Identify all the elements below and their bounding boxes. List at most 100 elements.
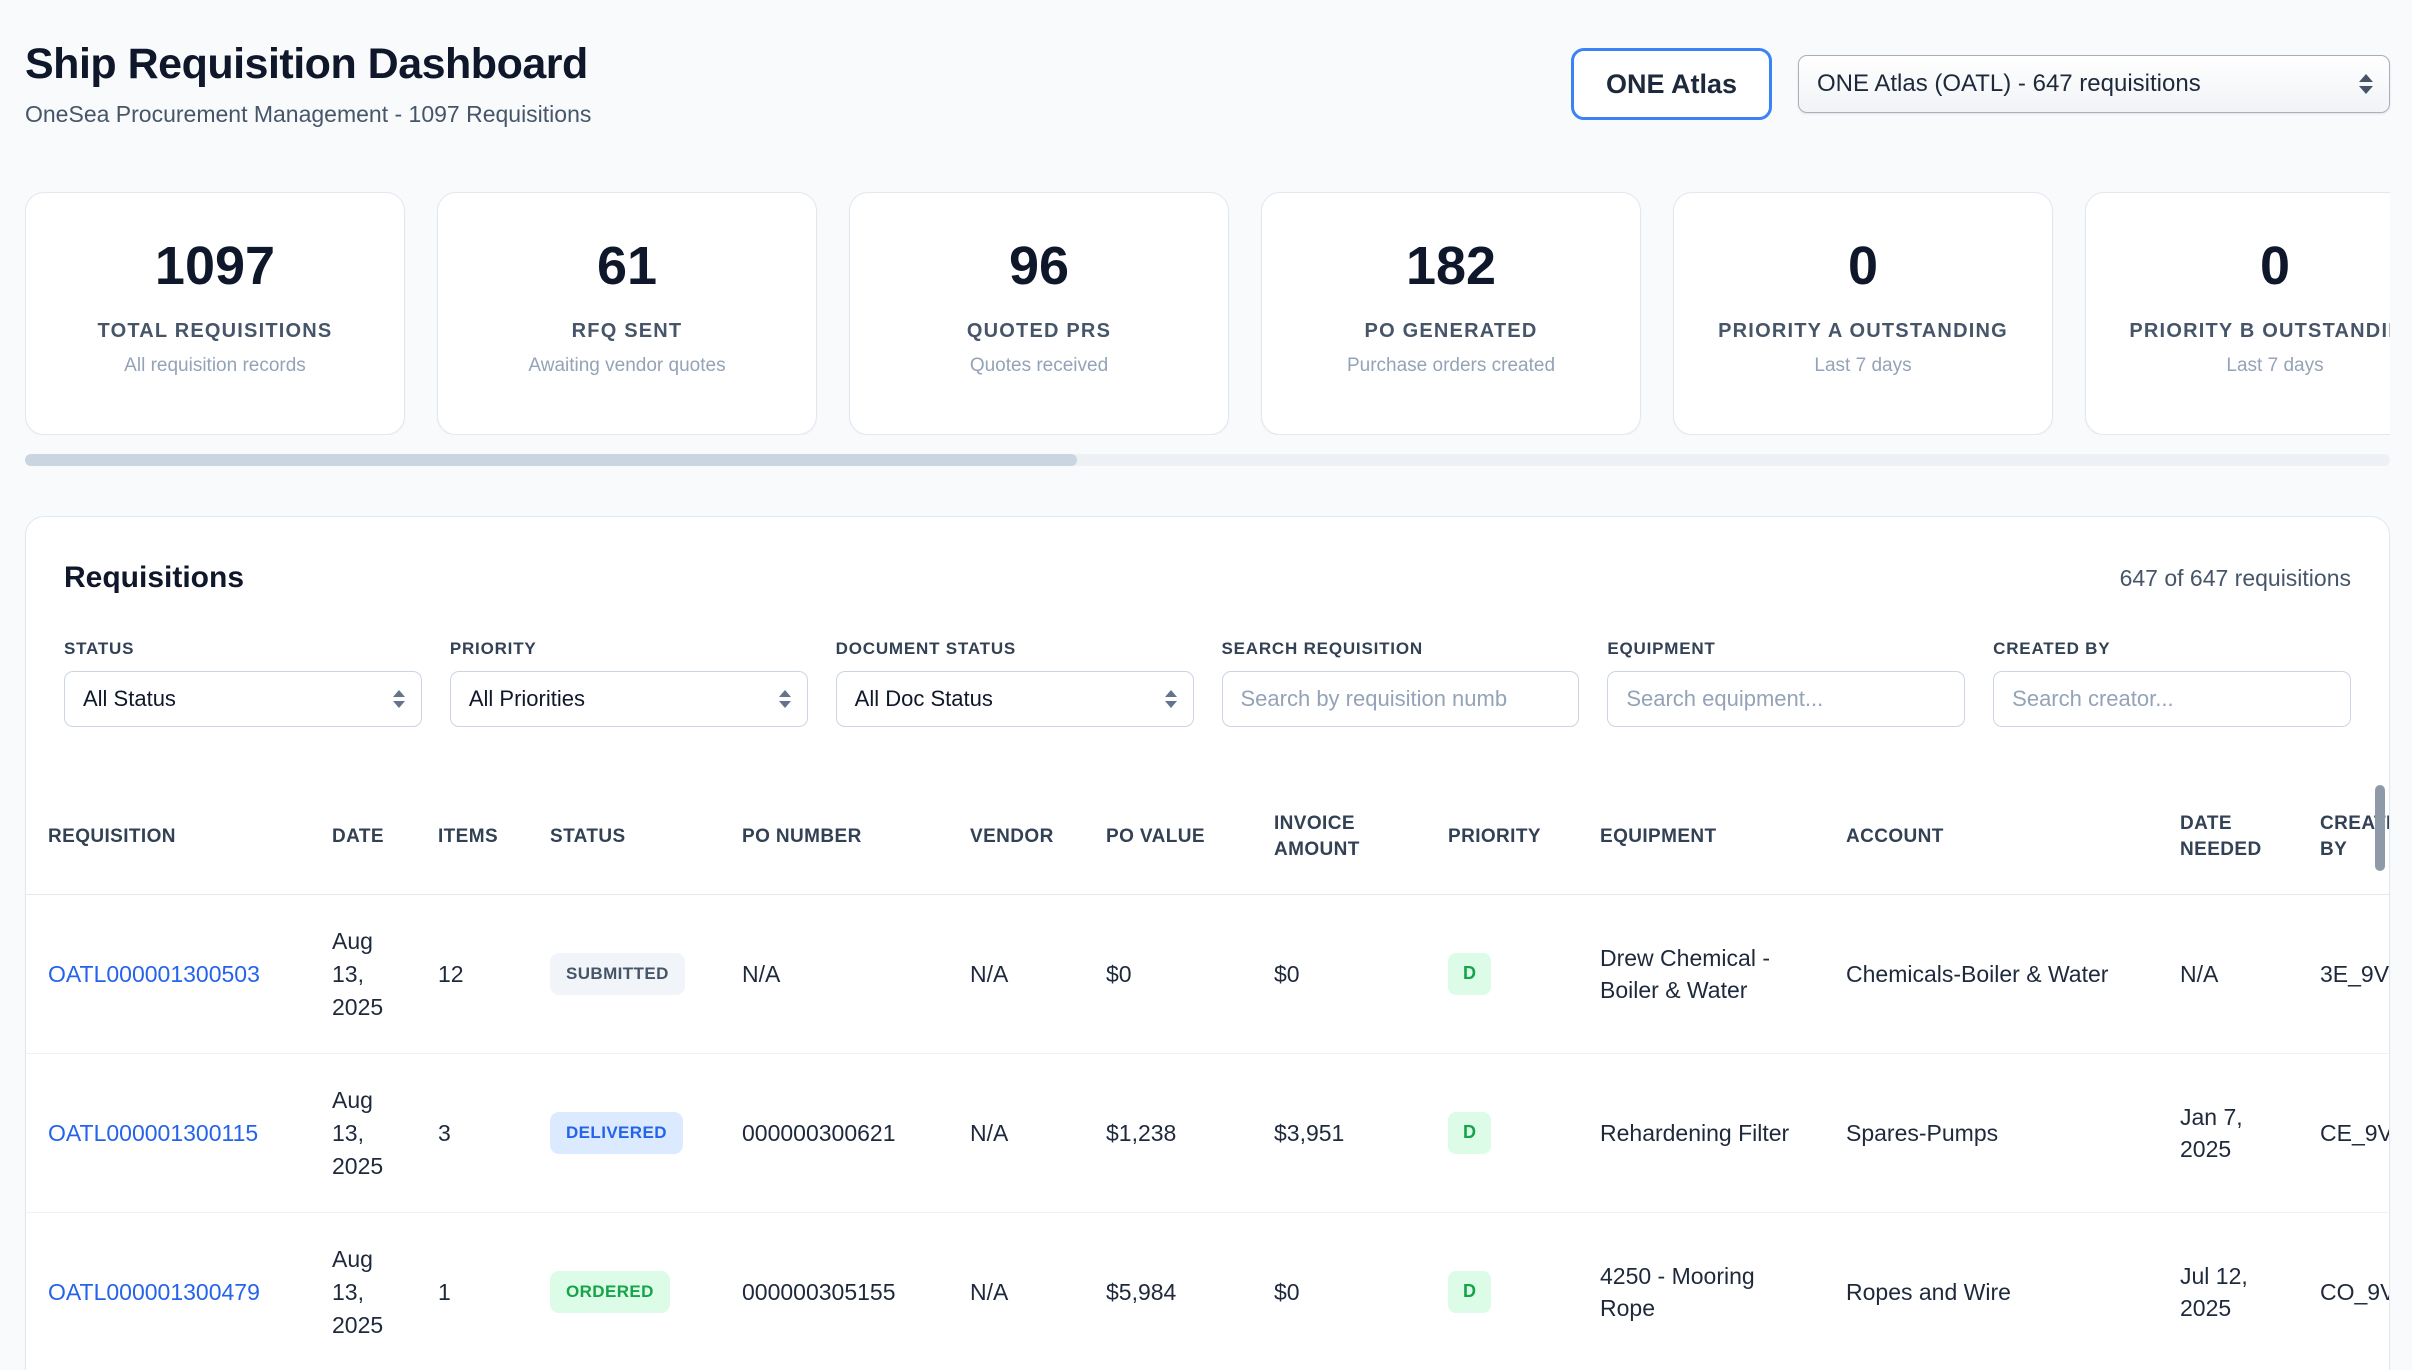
requisitions-title: Requisitions	[64, 561, 245, 594]
cell-priority: D	[1426, 1212, 1578, 1370]
cell-vendor: N/A	[948, 894, 1084, 1055]
doc-status-select[interactable]: All Doc Status	[835, 671, 1194, 727]
stat-value: 0	[2259, 236, 2291, 296]
stat-label: PRIORITY A OUTSTANDING	[1718, 320, 2008, 343]
requisitions-panel-header: Requisitions 647 of 647 requisitions	[26, 561, 2389, 595]
status-badge: DELIVERED	[550, 1112, 683, 1155]
filter-status: STATUS All Status	[64, 639, 422, 727]
cell-po-number: 000000305155	[720, 1212, 948, 1370]
priority-select[interactable]: All Priorities	[449, 671, 808, 727]
cell-date-needed: Jan 7, 2025	[2158, 1053, 2298, 1214]
cell-account: Ropes and Wire	[1824, 1212, 2158, 1370]
stat-card-quoted-prs: 96 QUOTED PRS Quotes received	[849, 192, 1229, 435]
requisition-link[interactable]: OATL000001300479	[48, 1278, 260, 1305]
column-header-priority: PRIORITY	[1426, 779, 1578, 896]
table-row: OATL000001300479 Aug 13, 2025 1 ORDERED …	[26, 1212, 2389, 1370]
stat-value: 1097	[154, 236, 276, 296]
cell-equipment: Drew Chemical - Boiler & Water	[1578, 894, 1824, 1055]
column-header-requisition: REQUISITION	[26, 779, 310, 896]
table-header-row: REQUISITION DATE ITEMS STATUS PO NUMBER …	[26, 779, 2389, 896]
stats-scrollbar-thumb[interactable]	[25, 454, 1077, 466]
chevron-up-down-icon	[392, 690, 405, 708]
column-header-invoice-amount: INVOICE AMOUNT	[1252, 779, 1426, 896]
priority-badge: D	[1448, 1271, 1491, 1313]
cell-date-needed: N/A	[2158, 894, 2298, 1055]
stat-description: Quotes received	[969, 355, 1109, 377]
table-vertical-scrollbar-thumb[interactable]	[2375, 785, 2385, 871]
stat-card-po-generated: 182 PO GENERATED Purchase orders created	[1261, 192, 1641, 435]
cell-requisition: OATL000001300503	[26, 894, 310, 1055]
equipment-search-input[interactable]	[1607, 671, 1966, 727]
cell-items: 3	[416, 1053, 528, 1214]
cell-status: SUBMITTED	[528, 894, 720, 1055]
cell-date: Aug 13, 2025	[310, 894, 416, 1055]
cell-po-value: $0	[1084, 894, 1252, 1055]
cell-priority: D	[1426, 1053, 1578, 1214]
chevron-up-down-icon	[2359, 74, 2373, 94]
requisition-link[interactable]: OATL000001300503	[48, 960, 260, 987]
stat-label: RFQ SENT	[571, 320, 683, 343]
cell-invoice-amount: $0	[1252, 1212, 1426, 1370]
stat-value: 96	[1008, 236, 1070, 296]
filter-search-label: SEARCH REQUISITION	[1221, 639, 1423, 658]
cell-account: Chemicals-Boiler & Water	[1824, 894, 2158, 1055]
stat-label: PO GENERATED	[1364, 320, 1538, 343]
column-header-created-by: CREATED BY	[2298, 779, 2389, 896]
vessel-select[interactable]: ONE Atlas (OATL) - 647 requisitions	[1798, 55, 2390, 113]
column-header-items: ITEMS	[416, 779, 528, 896]
filter-priority: PRIORITY All Priorities	[449, 639, 808, 727]
stat-description: Last 7 days	[2226, 355, 2324, 377]
requisition-search-input[interactable]	[1221, 671, 1580, 727]
requisitions-panel: Requisitions 647 of 647 requisitions STA…	[25, 516, 2390, 1370]
cell-created-by: 3E_9V	[2298, 894, 2389, 1055]
status-badge: ORDERED	[550, 1271, 670, 1314]
stat-card-priority-a-outstanding: 0 PRIORITY A OUTSTANDING Last 7 days	[1673, 192, 2053, 435]
stat-description: All requisition records	[124, 355, 306, 377]
cell-account: Spares-Pumps	[1824, 1053, 2158, 1214]
stat-description: Last 7 days	[1814, 355, 1912, 377]
cell-date-needed: Jul 12, 2025	[2158, 1212, 2298, 1370]
filter-equipment: EQUIPMENT	[1607, 639, 1966, 727]
requisitions-count: 647 of 647 requisitions	[2119, 564, 2351, 591]
cell-priority: D	[1426, 894, 1578, 1055]
stat-value: 61	[596, 236, 658, 296]
requisitions-table: REQUISITION DATE ITEMS STATUS PO NUMBER …	[26, 779, 2389, 1370]
table-row: OATL000001300503 Aug 13, 2025 12 SUBMITT…	[26, 894, 2389, 1055]
cell-po-value: $1,238	[1084, 1053, 1252, 1214]
requisition-link[interactable]: OATL000001300115	[48, 1119, 259, 1146]
cell-vendor: N/A	[948, 1212, 1084, 1370]
creator-search-input[interactable]	[1993, 671, 2351, 727]
stat-label: PRIORITY B OUTSTANDING	[2129, 320, 2390, 343]
column-header-equipment: EQUIPMENT	[1578, 779, 1824, 896]
filter-doc-status: DOCUMENT STATUS All Doc Status	[835, 639, 1194, 727]
cell-po-value: $5,984	[1084, 1212, 1252, 1370]
stat-description: Awaiting vendor quotes	[528, 355, 726, 377]
vessel-select-value: ONE Atlas (OATL) - 647 requisitions	[1817, 70, 2201, 97]
cell-created-by: CE_9V	[2298, 1053, 2389, 1214]
status-select-value: All Status	[83, 686, 176, 711]
filter-status-label: STATUS	[64, 639, 135, 658]
column-header-vendor: VENDOR	[948, 779, 1084, 896]
page-header: Ship Requisition Dashboard OneSea Procur…	[25, 40, 2390, 128]
vessel-filter-button[interactable]: ONE Atlas	[1570, 48, 1772, 120]
stats-scrollbar	[25, 454, 2390, 466]
column-header-account: ACCOUNT	[1824, 779, 2158, 896]
cell-requisition: OATL000001300115	[26, 1053, 310, 1214]
filters-row: STATUS All Status PRIORITY All Prioritie…	[26, 639, 2389, 727]
stat-description: Purchase orders created	[1346, 355, 1556, 377]
column-header-po-number: PO NUMBER	[720, 779, 948, 896]
filter-equipment-label: EQUIPMENT	[1607, 639, 1716, 658]
stat-card-priority-b-outstanding: 0 PRIORITY B OUTSTANDING Last 7 days	[2085, 192, 2390, 435]
priority-badge: D	[1448, 953, 1491, 996]
table-row: OATL000001300115 Aug 13, 2025 3 DELIVERE…	[26, 1053, 2389, 1214]
stat-value: 182	[1405, 236, 1497, 296]
cell-equipment: 4250 - Mooring Rope	[1578, 1212, 1824, 1370]
stat-value: 0	[1847, 236, 1879, 296]
filter-priority-label: PRIORITY	[449, 639, 537, 658]
filter-created-by: CREATED BY	[1993, 639, 2351, 727]
status-select[interactable]: All Status	[64, 671, 422, 727]
page-title: Ship Requisition Dashboard	[25, 40, 588, 88]
requisitions-table-container: REQUISITION DATE ITEMS STATUS PO NUMBER …	[26, 779, 2389, 1370]
cell-invoice-amount: $3,951	[1252, 1053, 1426, 1214]
